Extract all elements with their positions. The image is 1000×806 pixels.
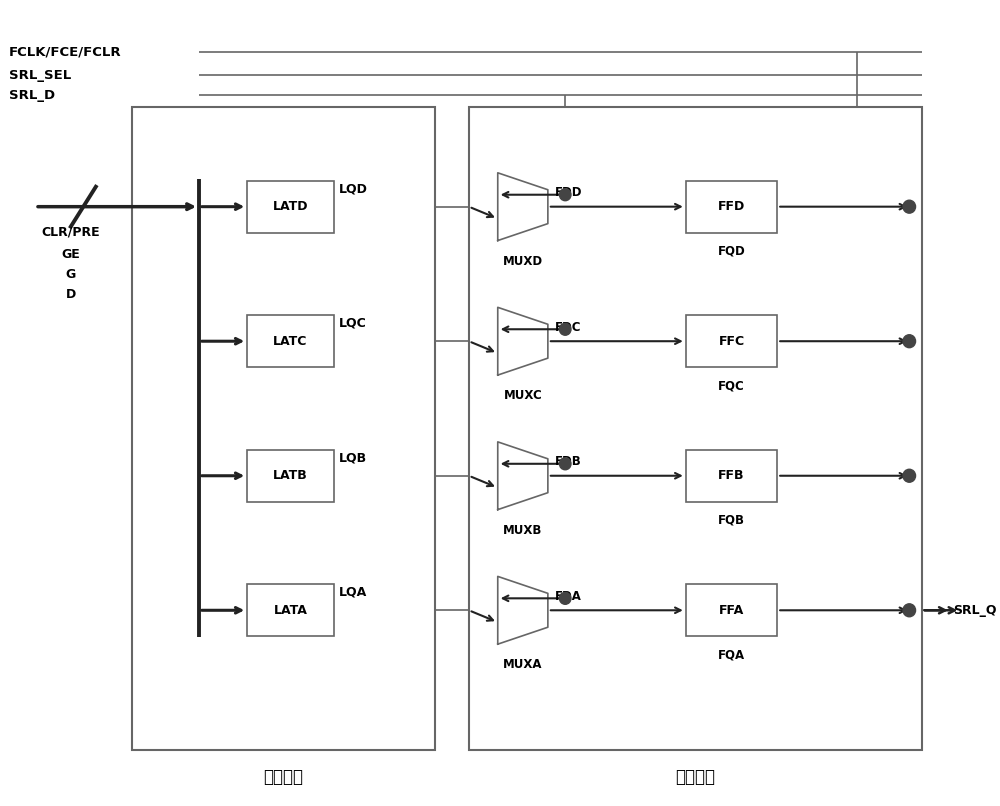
Text: LQC: LQC (339, 317, 366, 330)
Text: GE: GE (61, 248, 80, 261)
Bar (686, 450, 777, 501)
Text: MUXC: MUXC (503, 389, 542, 402)
Text: FQB: FQB (718, 513, 745, 526)
Text: MUXB: MUXB (503, 524, 542, 537)
Bar (686, 584, 777, 636)
Text: D: D (66, 288, 76, 301)
Text: LATC: LATC (273, 334, 308, 347)
Text: CLR/PRE: CLR/PRE (41, 225, 100, 238)
Bar (247, 584, 334, 636)
Text: FDD: FDD (555, 186, 582, 199)
Text: FQA: FQA (718, 648, 745, 661)
Text: LQB: LQB (339, 451, 367, 464)
Text: FCLK/FCE/FCLR: FCLK/FCE/FCLR (9, 46, 122, 59)
Text: FFC: FFC (718, 334, 745, 347)
Circle shape (559, 323, 571, 335)
Bar (686, 315, 777, 367)
Text: MUXA: MUXA (503, 659, 543, 671)
Text: FDA: FDA (555, 590, 581, 603)
Text: 检测电路: 检测电路 (675, 767, 715, 786)
Bar (247, 181, 334, 233)
Circle shape (903, 200, 916, 213)
Text: FFD: FFD (718, 200, 745, 213)
Text: LATD: LATD (273, 200, 308, 213)
Text: SRL_Q: SRL_Q (953, 604, 996, 617)
Text: LATB: LATB (273, 469, 308, 482)
Text: G: G (66, 268, 76, 281)
Text: SRL_D: SRL_D (9, 89, 55, 102)
Bar (247, 315, 334, 367)
Circle shape (903, 604, 916, 617)
Text: FDC: FDC (555, 321, 581, 334)
Circle shape (559, 458, 571, 470)
Circle shape (559, 592, 571, 604)
Text: 被测电路: 被测电路 (263, 767, 303, 786)
Circle shape (559, 189, 571, 201)
Bar (469, 107, 922, 750)
Circle shape (903, 334, 916, 347)
Text: FFA: FFA (719, 604, 744, 617)
Text: LATA: LATA (274, 604, 307, 617)
Text: FFB: FFB (718, 469, 745, 482)
Text: SRL_SEL: SRL_SEL (9, 69, 71, 81)
Bar (247, 450, 334, 501)
Text: LQA: LQA (339, 586, 367, 599)
Text: MUXD: MUXD (503, 255, 543, 268)
Text: FQC: FQC (718, 379, 745, 392)
Bar (686, 181, 777, 233)
Text: FQD: FQD (718, 244, 745, 258)
Circle shape (903, 469, 916, 482)
Text: FDB: FDB (555, 455, 581, 468)
Text: LQD: LQD (339, 182, 368, 195)
Bar (132, 107, 435, 750)
